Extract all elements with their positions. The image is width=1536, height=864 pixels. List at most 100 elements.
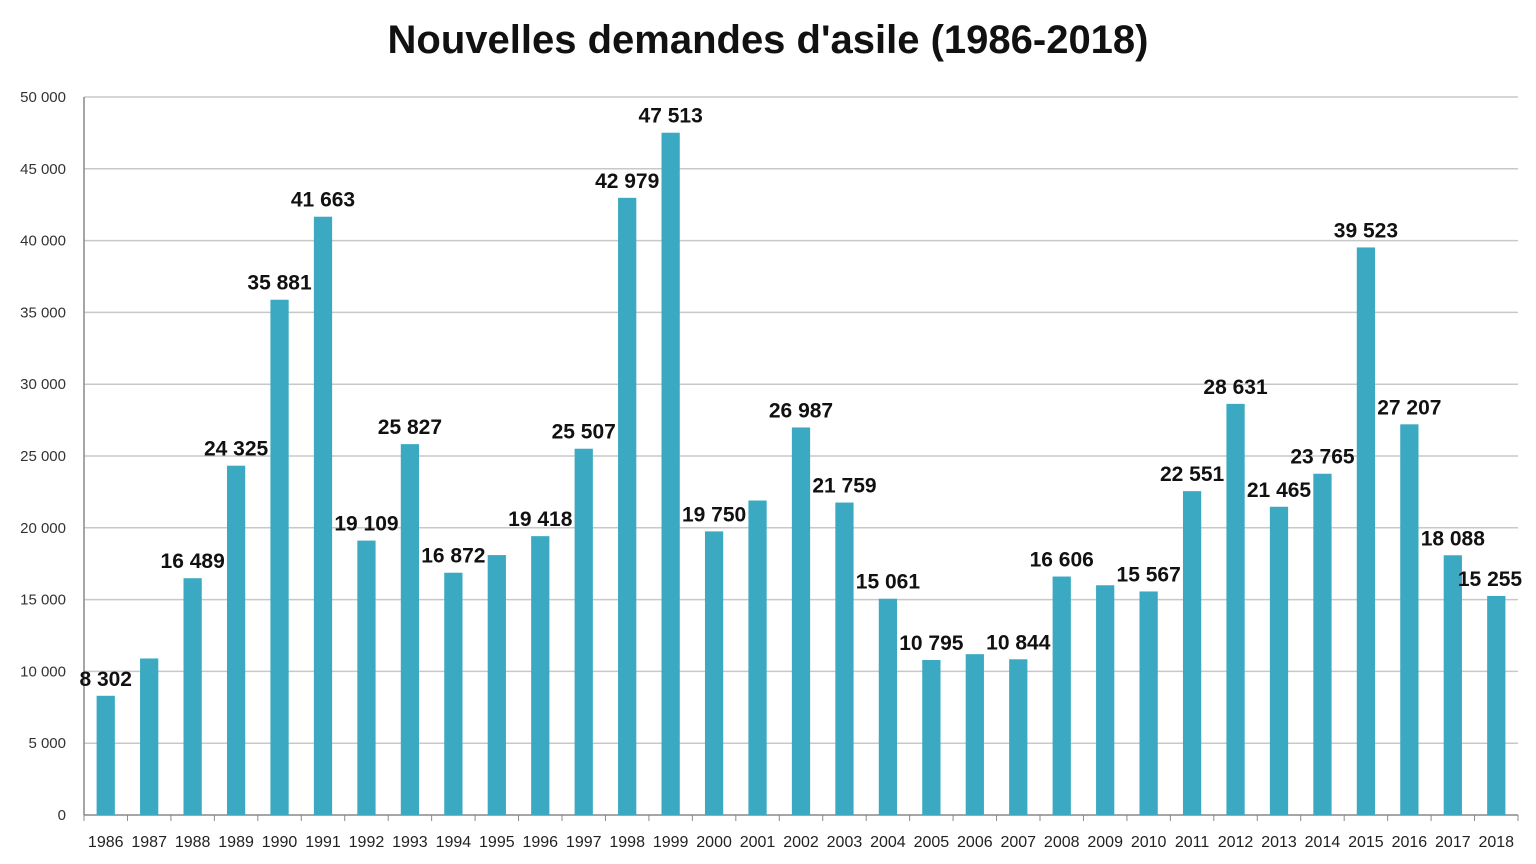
data-label: 27 207 [1377,396,1441,419]
bar [313,216,333,816]
y-tick-label: 45 000 [20,161,66,178]
x-tick-label: 2010 [1131,834,1167,851]
bar [183,578,202,815]
bar [1182,491,1202,815]
chart-title: Nouvelles demandes d'asile (1986-2018) [387,18,1149,62]
x-tick-label: 2017 [1435,834,1471,851]
data-label: 8 302 [79,668,132,691]
x-tick-label: 2006 [957,834,993,851]
bar [1400,424,1419,815]
data-label: 26 987 [769,399,833,422]
data-label: 10 795 [899,632,964,655]
y-tick-label: 30 000 [20,376,66,393]
data-label: 21 759 [812,475,876,498]
x-tick-label: 2004 [870,834,906,851]
bar [1009,659,1028,815]
x-tick-label: 2013 [1261,834,1297,851]
x-tick-label: 1986 [88,834,124,851]
bar [704,531,724,815]
bar [96,695,115,815]
bar [1096,585,1115,815]
data-label: 19 418 [508,508,573,531]
bar [487,555,506,815]
y-tick-label: 15 000 [20,592,66,609]
y-tick-label: 10 000 [20,663,66,680]
bar [748,500,767,815]
bar [270,299,289,815]
x-tick-label: 2005 [914,834,950,851]
x-tick-label: 2007 [1000,834,1036,851]
bar [835,502,854,815]
y-tick-label: 50 000 [20,89,66,106]
x-tick-label: 2002 [783,834,819,851]
y-tick-label: 35 000 [20,304,66,321]
data-label: 10 844 [986,631,1051,654]
data-label: 42 979 [595,170,659,193]
x-tick-label: 1991 [305,834,341,851]
data-label: 25 507 [552,421,616,444]
bar [1443,555,1462,815]
bar [1487,595,1506,815]
x-tick-label: 1989 [218,834,254,851]
y-tick-label: 0 [58,807,66,824]
data-label: 15 255 [1458,568,1523,591]
data-label: 41 663 [291,189,355,212]
data-label: 15 567 [1117,563,1181,586]
bar [226,465,246,815]
x-tick-label: 1988 [175,834,211,851]
x-tick-label: 1992 [349,834,385,851]
x-tick-label: 1999 [653,834,689,851]
x-tick-label: 1998 [609,834,645,851]
y-tick-label: 25 000 [20,448,66,465]
data-label: 47 513 [639,105,703,128]
bar [1269,506,1289,815]
data-label: 39 523 [1334,219,1398,242]
data-label: 16 606 [1030,549,1094,572]
bar [1052,576,1071,815]
data-label: 25 827 [378,416,442,439]
bar [1226,403,1245,815]
x-tick-label: 1987 [131,834,167,851]
x-tick-label: 1995 [479,834,515,851]
x-tick-label: 2003 [827,834,863,851]
bar [531,536,550,815]
x-tick-label: 1996 [522,834,558,851]
x-tick-label: 2016 [1392,834,1428,851]
x-tick-label: 2009 [1087,834,1123,851]
bar [922,659,941,815]
data-label: 16 872 [421,545,485,568]
x-tick-label: 2014 [1305,834,1341,851]
y-tick-label: 20 000 [20,520,66,537]
bar [444,572,463,815]
bar [357,540,376,815]
y-tick-label: 40 000 [20,233,66,250]
x-tick-label: 2001 [740,834,776,851]
x-tick-label: 2012 [1218,834,1254,851]
data-label: 19 109 [334,513,398,536]
x-tick-label: 2011 [1175,834,1210,851]
data-label: 24 325 [204,438,269,461]
bar [618,197,637,816]
bar [1313,473,1332,815]
x-tick-label: 1993 [392,834,428,851]
bar [574,448,593,815]
x-tick-label: 2000 [696,834,732,851]
data-label: 19 750 [682,503,746,526]
data-label: 15 061 [856,571,921,594]
y-tick-label: 5 000 [28,735,66,752]
x-tick-label: 1994 [436,834,472,851]
x-tick-label: 2008 [1044,834,1080,851]
x-tick-label: 2015 [1348,834,1384,851]
data-label: 28 631 [1203,376,1268,399]
data-label: 22 551 [1160,463,1225,486]
x-tick-label: 1990 [262,834,298,851]
bar [1139,591,1158,815]
data-label: 35 881 [247,272,312,295]
data-label: 21 465 [1247,479,1312,502]
bar [400,444,420,815]
bar [1356,247,1376,816]
data-label: 23 765 [1290,446,1355,469]
bar [878,598,898,815]
